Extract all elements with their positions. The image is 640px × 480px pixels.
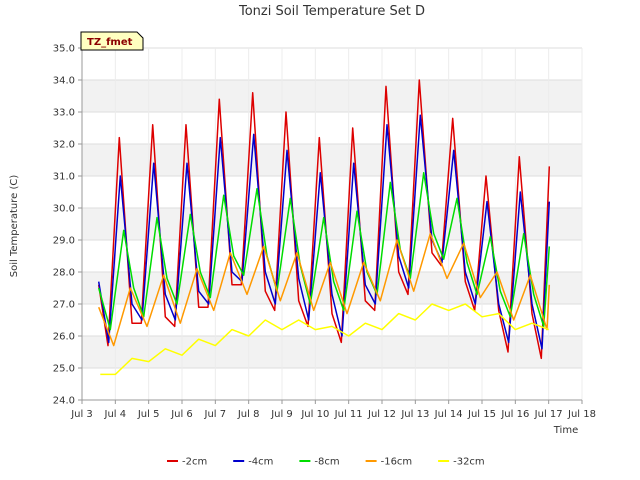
axes: [78, 47, 583, 404]
series-line-minus-8cm: [97, 172, 551, 331]
plot-band: [82, 144, 582, 176]
legend-label: -16cm: [381, 457, 413, 468]
legend-item: -2cm: [167, 457, 207, 468]
plot-band: [82, 80, 582, 112]
badge-box: [80, 31, 144, 51]
legend-label: -4cm: [248, 457, 273, 468]
x-tick-label: Jul 12: [367, 409, 396, 420]
plot-band: [82, 336, 582, 368]
x-tick-label: Jul 16: [500, 409, 529, 420]
badge-label: TZ_fmet: [87, 37, 133, 48]
x-tick-label: Jul 15: [467, 409, 496, 420]
y-tick-label: 35.0: [53, 44, 75, 55]
x-tick-label: Jul 4: [104, 409, 127, 420]
x-tick-label: Jul 13: [400, 409, 429, 420]
plot-band: [82, 208, 582, 240]
x-axis-label: Time: [553, 425, 578, 436]
legend: -2cm -4cm -8cm -16cm -32cm: [167, 457, 485, 468]
series-lines: [97, 79, 551, 376]
y-tick-label: 25.0: [53, 364, 75, 375]
legend-item: -8cm: [299, 457, 340, 468]
series-line-minus-16cm: [98, 232, 551, 347]
y-tick-label: 34.0: [53, 76, 75, 87]
x-tick-label: Jul 5: [137, 409, 160, 420]
x-tick-label: Jul 18: [567, 409, 596, 420]
y-tick-label: 33.0: [53, 108, 75, 119]
x-tick-label: Jul 8: [237, 409, 260, 420]
y-tick-label: 26.0: [53, 332, 75, 343]
y-tick-label: 29.0: [53, 236, 75, 247]
legend-label: -2cm: [182, 457, 207, 468]
y-axis-label: Soil Temperature (C): [9, 175, 20, 278]
x-tick-label: Jul 3: [70, 409, 93, 420]
y-tick-label: 31.0: [53, 172, 75, 183]
plot-background: [82, 48, 582, 400]
x-tick-label: Jul 10: [300, 409, 329, 420]
x-tick-label: Jul 11: [334, 409, 363, 420]
legend-label: -32cm: [453, 457, 485, 468]
chart-title: Tonzi Soil Temperature Set D: [238, 4, 425, 19]
y-tick-label: 24.0: [53, 396, 75, 407]
x-tick-label: Jul 6: [170, 409, 193, 420]
series-line-minus-32cm: [100, 303, 549, 376]
x-tick-label: Jul 14: [434, 409, 463, 420]
y-tick-label: 27.0: [53, 300, 75, 311]
tick-labels: 24.0 25.0 26.0 27.0 28.0 29.0 30.0 31.0 32.0 33.0…: [53, 44, 596, 421]
y-tick-label: 30.0: [53, 204, 75, 215]
x-tick-label: Jul 7: [204, 409, 227, 420]
legend-label: -8cm: [314, 457, 339, 468]
legend-item: -32cm: [438, 457, 485, 468]
y-tick-label: 28.0: [53, 268, 75, 279]
legend-item: -4cm: [233, 457, 273, 468]
station-badge: TZ_fmet: [80, 31, 144, 51]
x-tick-label: Jul 9: [270, 409, 293, 420]
legend-item: -16cm: [365, 457, 413, 468]
x-tick-label: Jul 17: [534, 409, 563, 420]
y-tick-label: 32.0: [53, 140, 75, 151]
